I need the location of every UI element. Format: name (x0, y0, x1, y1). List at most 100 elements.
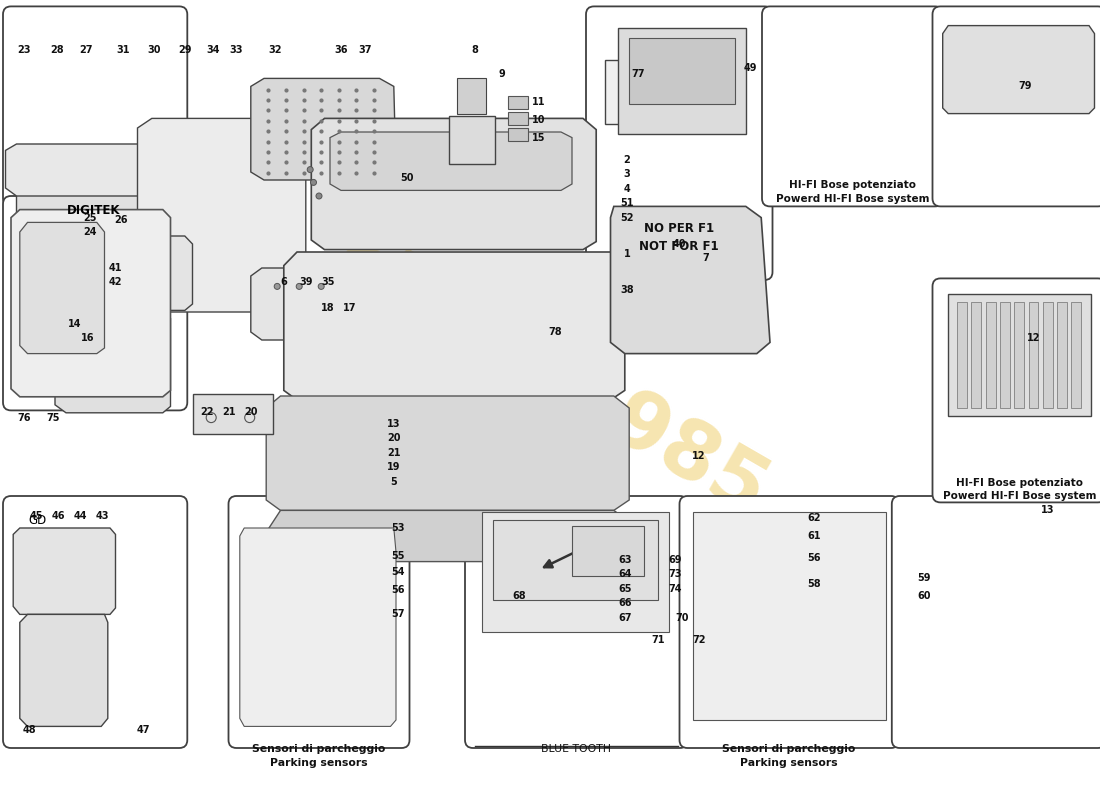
Text: 11: 11 (532, 98, 546, 107)
Text: Powerd HI-FI Bose system: Powerd HI-FI Bose system (943, 491, 1097, 501)
Text: 63: 63 (618, 555, 631, 565)
Text: HI-FI Bose potenziato: HI-FI Bose potenziato (956, 478, 1084, 488)
Text: 58: 58 (807, 579, 821, 589)
Text: 51: 51 (620, 198, 634, 208)
Polygon shape (20, 222, 104, 354)
Bar (493, 520, 658, 600)
Polygon shape (138, 118, 306, 312)
Text: 61: 61 (807, 531, 821, 541)
Text: 53: 53 (392, 523, 405, 533)
Polygon shape (240, 528, 396, 726)
Bar (618, 28, 746, 134)
FancyBboxPatch shape (229, 496, 409, 748)
Text: 69: 69 (669, 555, 682, 565)
Text: 33: 33 (230, 45, 243, 54)
Polygon shape (311, 118, 596, 250)
FancyBboxPatch shape (892, 496, 1100, 748)
FancyBboxPatch shape (3, 496, 187, 748)
Text: Powerd HI-FI Bose system: Powerd HI-FI Bose system (776, 194, 930, 204)
Bar (948, 294, 1091, 416)
Text: 47: 47 (136, 725, 150, 734)
Text: 74: 74 (669, 584, 682, 594)
Text: 31: 31 (117, 45, 130, 54)
Text: 42: 42 (109, 277, 122, 286)
Text: 4: 4 (624, 184, 630, 194)
Bar (508, 128, 528, 141)
Text: 59: 59 (917, 573, 931, 582)
Text: GD: GD (29, 514, 47, 526)
Polygon shape (943, 26, 1094, 114)
Text: 🐴: 🐴 (629, 85, 636, 94)
Text: 13: 13 (387, 419, 400, 429)
Polygon shape (20, 614, 108, 726)
Text: 6: 6 (280, 277, 287, 286)
Text: 46: 46 (52, 511, 65, 521)
FancyBboxPatch shape (933, 278, 1100, 502)
Text: since 1985: since 1985 (320, 221, 780, 531)
Bar (508, 96, 528, 109)
Text: 56: 56 (807, 554, 821, 563)
Text: 10: 10 (532, 115, 546, 125)
Text: 20: 20 (244, 407, 257, 417)
Polygon shape (284, 252, 625, 400)
Polygon shape (11, 210, 170, 397)
Bar (482, 512, 669, 632)
Text: 45: 45 (30, 511, 43, 521)
Text: 72: 72 (693, 635, 706, 645)
Text: 7: 7 (703, 253, 710, 262)
Text: 44: 44 (74, 511, 87, 521)
Text: 54: 54 (392, 567, 405, 577)
Polygon shape (330, 132, 572, 190)
Text: NOT FOR F1: NOT FOR F1 (639, 240, 718, 253)
Text: BLUE TOOTH: BLUE TOOTH (541, 744, 612, 754)
Text: 14: 14 (68, 319, 81, 329)
Text: 2: 2 (624, 155, 630, 165)
Text: 21: 21 (387, 448, 400, 458)
Text: Parking sensors: Parking sensors (740, 758, 837, 768)
Text: 73: 73 (669, 570, 682, 579)
Text: 79: 79 (1019, 82, 1032, 91)
Text: 28: 28 (51, 45, 64, 54)
Text: NO PER F1: NO PER F1 (644, 222, 714, 235)
Text: 75: 75 (46, 413, 59, 422)
Text: 35: 35 (321, 277, 334, 286)
Text: 77: 77 (631, 69, 645, 78)
Text: 48: 48 (23, 725, 36, 734)
Bar (957, 302, 967, 408)
Text: 18: 18 (321, 303, 334, 313)
Bar (449, 116, 495, 164)
Circle shape (310, 179, 317, 186)
Text: 49: 49 (744, 63, 757, 73)
Text: 1: 1 (624, 250, 630, 259)
Text: 20: 20 (387, 434, 400, 443)
Bar (693, 512, 886, 720)
Text: 56: 56 (392, 586, 405, 595)
Polygon shape (16, 188, 220, 224)
Text: 19: 19 (387, 462, 400, 472)
Text: 36: 36 (334, 45, 348, 54)
Text: 43: 43 (96, 511, 109, 521)
Text: 17: 17 (343, 303, 356, 313)
Text: 66: 66 (618, 598, 631, 608)
Text: Parking sensors: Parking sensors (271, 758, 367, 768)
Bar (1043, 302, 1053, 408)
Text: 50: 50 (400, 173, 414, 182)
Bar (1028, 302, 1038, 408)
Circle shape (318, 283, 324, 290)
Text: 37: 37 (359, 45, 372, 54)
Text: Sensori di parcheggio: Sensori di parcheggio (252, 744, 386, 754)
Text: DIGITEK: DIGITEK (67, 204, 120, 217)
Circle shape (296, 283, 303, 290)
Text: 30: 30 (147, 45, 161, 54)
FancyBboxPatch shape (3, 196, 187, 410)
Polygon shape (258, 510, 638, 562)
Text: 9: 9 (498, 69, 505, 78)
Bar (986, 302, 996, 408)
Text: 26: 26 (114, 215, 128, 225)
Text: 70: 70 (675, 613, 689, 622)
Text: 21: 21 (222, 407, 235, 417)
FancyBboxPatch shape (680, 496, 899, 748)
Text: 8: 8 (472, 45, 478, 54)
Bar (1071, 302, 1081, 408)
Bar (971, 302, 981, 408)
